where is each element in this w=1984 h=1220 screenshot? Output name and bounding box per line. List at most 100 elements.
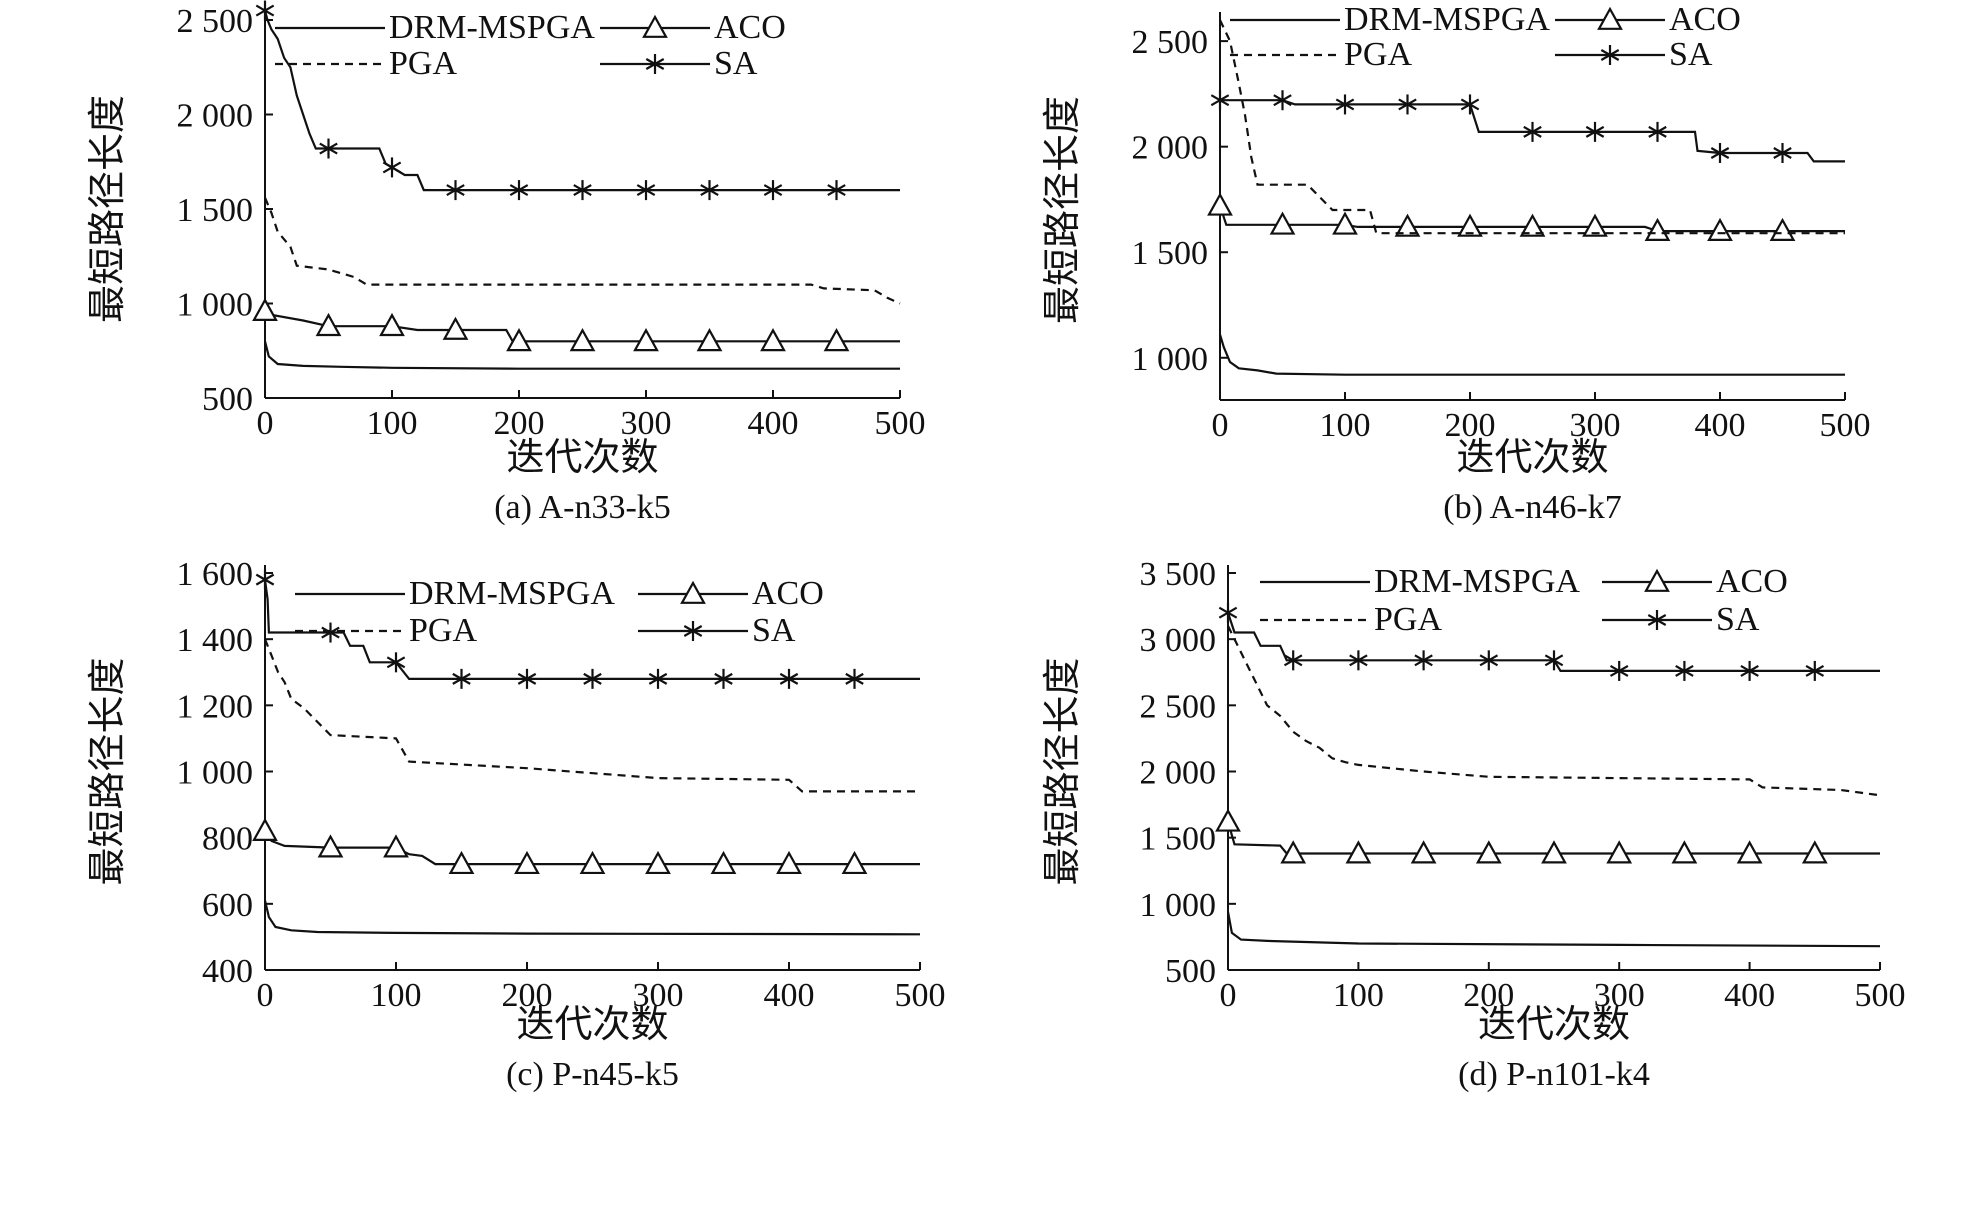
series-line-sa — [1220, 99, 1845, 163]
marker-aco — [1207, 192, 1233, 216]
y-axis-title: 最短路径长度 — [87, 95, 129, 323]
legend: DRM-MSPGA ACO PGA SA — [1260, 563, 1788, 638]
x-tick-label: 200 — [502, 977, 553, 1014]
y-tick-label: 1 600 — [177, 556, 254, 593]
series-line-pga — [1219, 19, 1845, 235]
marker-sa — [1710, 143, 1730, 163]
marker-sa — [255, 0, 275, 21]
x-tick-label: 0 — [1220, 977, 1237, 1014]
marker-aco — [1644, 217, 1671, 242]
marker-aco — [514, 850, 540, 875]
marker-sa — [573, 180, 592, 201]
series-line-pga — [1227, 625, 1881, 797]
x-tick-label: 400 — [1724, 977, 1775, 1014]
marker-aco — [1269, 211, 1296, 235]
marker-aco — [1707, 217, 1733, 242]
marker-sa — [452, 668, 471, 689]
legend-label-aco: ACO — [714, 9, 786, 46]
y-tick-label: 2 000 — [1132, 130, 1209, 167]
marker-aco — [1457, 213, 1483, 237]
y-axis-title: 最短路径长度 — [1042, 657, 1084, 885]
marker-sa — [1479, 650, 1499, 671]
marker-sa — [1335, 94, 1355, 115]
y-tick-label: 600 — [202, 887, 253, 924]
legend-label-sa: SA — [1669, 36, 1713, 73]
legend-label-pga: PGA — [1374, 601, 1442, 638]
y-tick-label: 2 500 — [1140, 688, 1217, 725]
legend-label-aco: ACO — [1716, 563, 1788, 600]
y-tick-label: 2 000 — [1140, 755, 1217, 792]
legend-marker-aco — [1644, 568, 1670, 592]
marker-aco — [379, 312, 405, 337]
series-line-drm-mspga — [1226, 911, 1881, 948]
x-tick-label: 500 — [1820, 407, 1871, 444]
marker-aco — [710, 850, 737, 875]
series-line-drm-mspga — [1218, 334, 1845, 376]
x-tick-label: 300 — [1570, 407, 1621, 444]
marker-aco — [1394, 213, 1421, 237]
x-tick-label: 500 — [1855, 977, 1906, 1014]
marker-aco — [569, 328, 596, 352]
marker-aco — [1769, 217, 1796, 242]
marker-aco — [315, 312, 342, 337]
x-tick-label: 0 — [257, 977, 274, 1014]
legend-label-pga: PGA — [389, 45, 457, 82]
legend-label-drm-mspga: DRM-MSPGA — [389, 9, 595, 46]
y-tick-label: 1 500 — [1140, 821, 1217, 858]
marker-sa — [1675, 660, 1694, 681]
marker-sa — [1523, 121, 1542, 142]
chart-panel-c: 0 100 200 300 400 500 400 600 800 1 000 1 200 1 400… — [87, 556, 946, 1093]
y-tick-label: 2 500 — [177, 3, 254, 40]
x-axis-title: 迭代次数 — [1478, 1004, 1630, 1046]
marker-aco — [252, 297, 278, 321]
marker-sa — [382, 157, 402, 178]
legend-label-sa: SA — [714, 45, 758, 82]
legend-label-pga: PGA — [1344, 36, 1412, 73]
marker-aco — [383, 834, 409, 858]
marker-aco — [1332, 211, 1358, 235]
marker-sa — [1544, 650, 1564, 671]
legend-label-drm-mspga: DRM-MSPGA — [1344, 1, 1550, 38]
y-tick-label: 2 000 — [177, 98, 254, 135]
series-line-sa — [1226, 612, 1880, 673]
marker-sa — [845, 668, 864, 689]
marker-aco — [1606, 840, 1633, 864]
x-tick-label: 500 — [875, 405, 926, 442]
x-tick-label: 0 — [1212, 407, 1229, 444]
y-tick-label: 800 — [202, 821, 253, 858]
marker-sa — [509, 180, 529, 201]
y-tick-label: 1 200 — [177, 688, 254, 725]
marker-sa — [1398, 94, 1417, 115]
legend-label-pga: PGA — [409, 612, 477, 649]
y-tick-label: 1 400 — [177, 622, 254, 659]
legend-marker-sa — [645, 54, 665, 74]
y-axis-title: 最短路径长度 — [1042, 96, 1084, 324]
marker-aco — [1345, 840, 1372, 864]
series-line-sa — [263, 10, 900, 192]
marker-sa — [517, 668, 537, 689]
marker-aco — [317, 834, 344, 858]
x-axis-title: 迭代次数 — [516, 1004, 668, 1046]
x-tick-label: 500 — [895, 977, 946, 1014]
y-tick-label: 1 500 — [1132, 235, 1209, 272]
y-tick-label: 1 000 — [1140, 887, 1217, 924]
marker-sa — [779, 668, 799, 689]
marker-sa — [386, 652, 406, 673]
legend-marker-aco — [642, 14, 668, 38]
panel-caption: (a) A-n33-k5 — [494, 489, 671, 526]
y-tick-label: 500 — [1165, 953, 1216, 990]
marker-aco — [1475, 840, 1502, 864]
y-tick-label: 1 000 — [1132, 341, 1209, 378]
x-tick-label: 100 — [1333, 977, 1384, 1014]
marker-aco — [448, 850, 475, 875]
marker-aco — [1736, 840, 1763, 864]
series-line-drm-mspga — [263, 900, 921, 936]
y-tick-label: 3 500 — [1140, 556, 1217, 593]
marker-sa — [1349, 650, 1368, 671]
marker-aco — [1671, 840, 1698, 864]
marker-sa — [700, 180, 719, 201]
y-axis-title: 最短路径长度 — [87, 657, 129, 885]
x-tick-label: 100 — [371, 977, 422, 1014]
y-tick-label: 1 500 — [177, 192, 254, 229]
legend-label-aco: ACO — [1669, 1, 1741, 38]
